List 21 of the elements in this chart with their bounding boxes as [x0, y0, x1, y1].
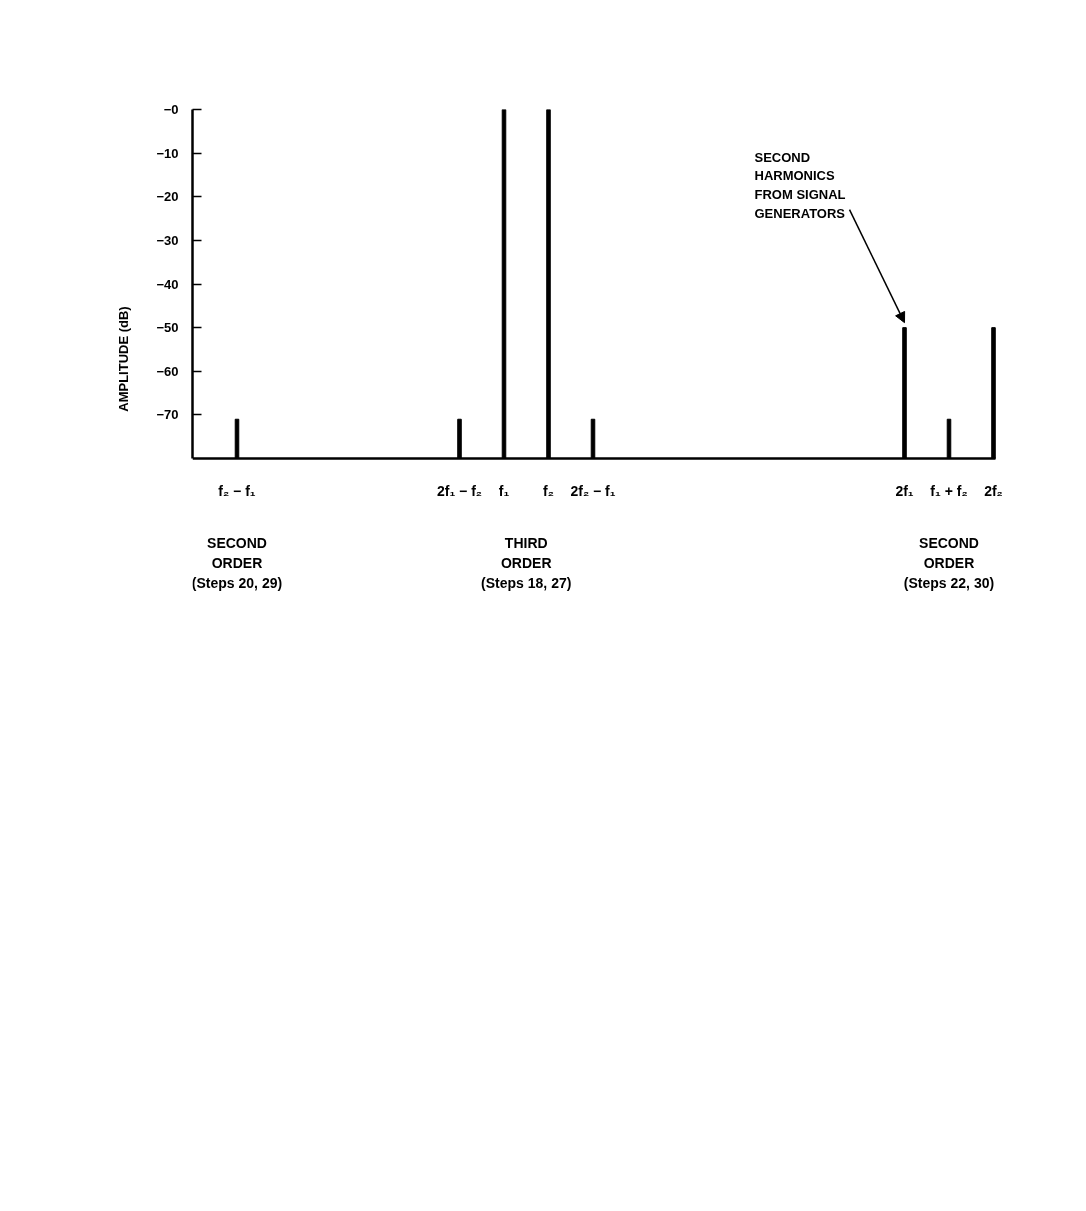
- y-tick-label: −40: [156, 276, 179, 292]
- y-tick-label: −60: [156, 363, 179, 379]
- x-tick-label: f₂ − f₁: [218, 482, 256, 499]
- x-tick-label: 2f₂: [984, 482, 1003, 499]
- x-tick-label: f₁ + f₂: [930, 482, 968, 499]
- x-tick-label: f₂: [543, 482, 554, 499]
- y-tick-label: −0: [163, 102, 179, 117]
- x-tick-label: 2f₁: [895, 482, 914, 499]
- x-tick-label: 2f₂ − f₁: [570, 482, 616, 499]
- y-tick-label: −70: [156, 407, 179, 423]
- y-tick-label: −30: [156, 232, 179, 248]
- text: THIRD ORDER (Steps 18, 27): [481, 534, 572, 591]
- y-tick-label: −50: [156, 320, 179, 336]
- x-tick-label: 2f₁ − f₂: [436, 482, 483, 499]
- y-tick-label: −10: [156, 145, 179, 161]
- y-tick-label: −20: [156, 189, 179, 205]
- x-tick-label: f₁: [498, 482, 510, 499]
- text: SECOND ORDER (Steps 22, 30): [903, 534, 995, 591]
- y-axis-title: AMPLITUDE (dB): [116, 306, 132, 412]
- text: SECOND ORDER (Steps 20, 29): [191, 534, 283, 591]
- annotation: SECOND HARMONICS FROM SIGNAL GENERATORS: [754, 149, 846, 221]
